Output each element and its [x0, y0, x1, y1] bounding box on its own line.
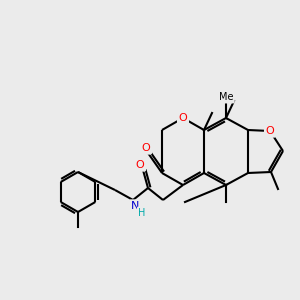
Text: H: H [138, 208, 146, 218]
Text: O: O [178, 113, 188, 123]
Text: Me: Me [219, 92, 233, 102]
Text: O: O [136, 160, 144, 170]
Text: N: N [131, 201, 139, 211]
Text: O: O [142, 143, 150, 153]
Text: O: O [266, 126, 274, 136]
